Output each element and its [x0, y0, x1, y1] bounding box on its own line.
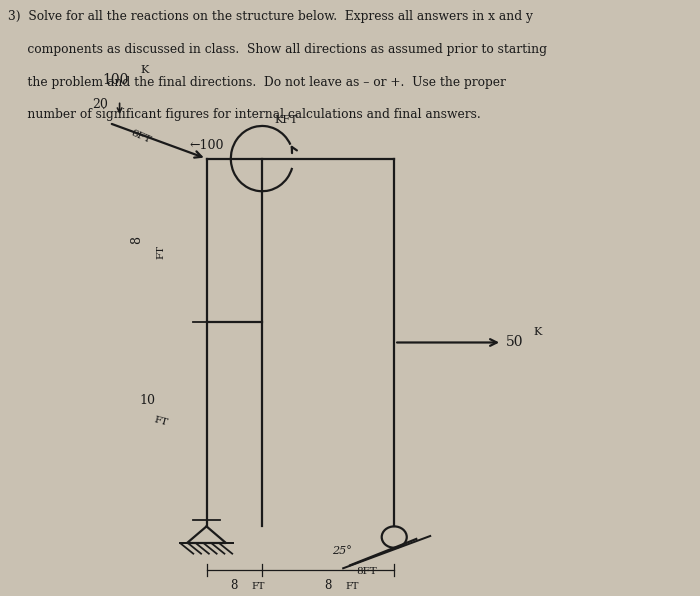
Text: FT: FT — [346, 582, 359, 591]
Text: components as discussed in class.  Show all directions as assumed prior to start: components as discussed in class. Show a… — [8, 43, 547, 56]
Text: 100: 100 — [102, 73, 129, 88]
Text: the problem and the final directions.  Do not leave as – or +.  Use the proper: the problem and the final directions. Do… — [8, 76, 506, 89]
Text: FT: FT — [157, 245, 166, 259]
Text: KFT: KFT — [274, 115, 298, 125]
Text: FT: FT — [153, 415, 169, 427]
Text: FT: FT — [252, 582, 265, 591]
Text: 20: 20 — [92, 98, 108, 111]
Text: 8: 8 — [130, 236, 143, 244]
Text: ←100: ←100 — [189, 139, 223, 152]
Text: 50: 50 — [505, 336, 523, 349]
Text: number of significant figures for internal calculations and final answers.: number of significant figures for intern… — [8, 108, 481, 121]
Text: 3)  Solve for all the reactions on the structure below.  Express all answers in : 3) Solve for all the reactions on the st… — [8, 10, 533, 23]
Text: 8: 8 — [230, 579, 238, 592]
Text: K: K — [141, 64, 149, 74]
Text: 8FT: 8FT — [356, 567, 377, 576]
Text: 10: 10 — [139, 394, 155, 407]
Text: K: K — [533, 327, 542, 337]
Text: 25°: 25° — [332, 546, 351, 555]
Text: 8FT: 8FT — [130, 128, 152, 145]
Text: 8: 8 — [325, 579, 332, 592]
